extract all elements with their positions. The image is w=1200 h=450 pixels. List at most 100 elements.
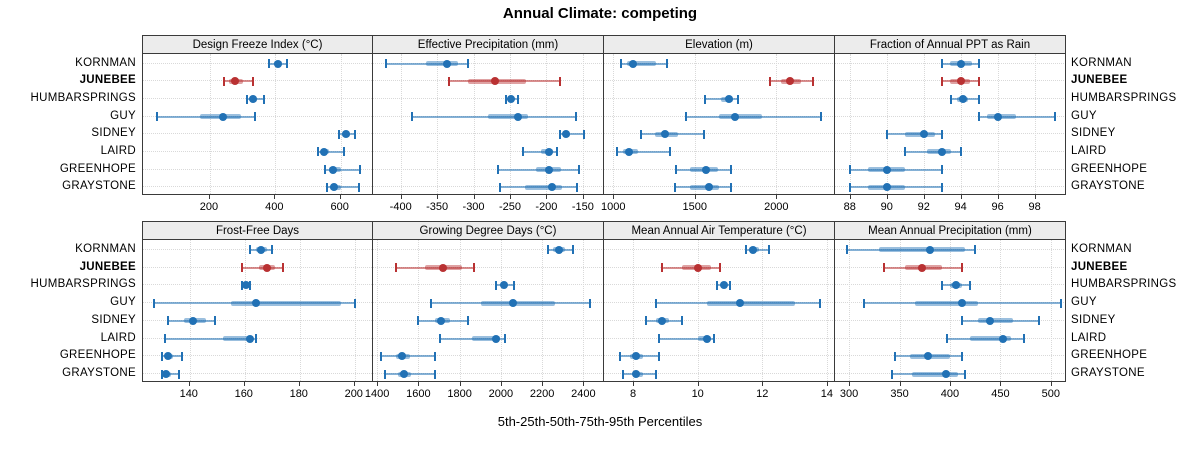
whisker-cap-high <box>819 112 822 122</box>
whisker-range <box>560 133 585 136</box>
median-dot <box>545 165 554 174</box>
whisker-cap-high <box>583 129 586 139</box>
grid-h <box>143 80 372 82</box>
whisker-cap-high <box>271 245 274 255</box>
whisker-range <box>242 266 284 269</box>
median-dot <box>625 147 634 156</box>
tick-label: -350 <box>426 201 449 213</box>
tick-label: 10 <box>691 388 704 400</box>
station-label-left: JUNEBEE <box>79 260 136 273</box>
whisker-cap-high <box>812 76 815 86</box>
panel-2 <box>604 53 835 195</box>
whisker-cap-high <box>969 280 972 290</box>
grid-h <box>604 62 834 64</box>
grid-v <box>583 240 585 381</box>
whisker-range <box>617 150 671 153</box>
grid-v <box>299 240 301 381</box>
whisker-cap-high <box>959 147 962 157</box>
axis-tick <box>899 382 901 386</box>
iqr-band <box>911 371 959 377</box>
station-label-right: GRAYSTONE <box>1071 180 1145 193</box>
grid-v <box>849 54 851 194</box>
tick-label: 200 <box>199 201 219 213</box>
station-label-right: JUNEBEE <box>1071 74 1128 87</box>
whisker-cap-high <box>588 298 591 308</box>
iqr-band <box>879 247 966 253</box>
grid-h <box>835 133 1065 135</box>
whisker-cap-high <box>974 245 977 255</box>
grid-h <box>143 133 372 135</box>
whisker-cap-low <box>716 280 719 290</box>
strip-title: Growing Degree Days (°C) <box>419 224 557 237</box>
tick-label: 92 <box>917 201 930 213</box>
tick-label: 2000 <box>764 201 789 213</box>
whisker-cap-high <box>433 369 436 379</box>
whisker-cap-high <box>342 147 345 157</box>
grid-v <box>762 240 764 381</box>
whisker-cap-high <box>1053 112 1056 122</box>
whisker-cap-high <box>1037 316 1040 326</box>
station-label-left: GRAYSTONE <box>62 367 136 380</box>
chart-title: Annual Climate: competing <box>502 5 698 22</box>
whisker-cap-low <box>891 369 894 379</box>
grid-v <box>1034 54 1036 194</box>
whisker-cap-high <box>964 369 967 379</box>
whisker-cap-low <box>504 94 507 104</box>
tick-label: -300 <box>462 201 485 213</box>
median-dot <box>437 316 446 325</box>
whisker-cap-high <box>282 263 285 273</box>
median-dot <box>632 352 641 361</box>
grid-v <box>437 54 439 194</box>
whisker-range <box>847 248 976 251</box>
station-label-right: SIDNEY <box>1071 127 1116 140</box>
axis-tick <box>633 382 635 386</box>
whisker-cap-high <box>285 59 288 69</box>
whisker-cap-low <box>494 280 497 290</box>
median-dot <box>329 165 338 174</box>
whisker-cap-high <box>358 165 361 175</box>
whisker-range <box>440 337 505 340</box>
axis-tick <box>762 382 764 386</box>
whisker-cap-high <box>517 94 519 104</box>
grid-h <box>143 337 372 339</box>
grid-v <box>949 240 951 381</box>
median-dot <box>491 334 500 343</box>
axis-tick <box>339 195 341 199</box>
median-dot <box>562 130 571 139</box>
panel-3 <box>835 53 1066 195</box>
grid-h <box>143 62 372 64</box>
station-label-left: JUNEBEE <box>79 74 136 87</box>
grid-v <box>418 240 420 381</box>
whisker-cap-low <box>439 334 442 344</box>
median-dot <box>251 299 260 308</box>
median-dot <box>443 59 452 68</box>
grid-v <box>697 240 699 381</box>
grid-v <box>340 54 342 194</box>
axis-tick <box>298 382 300 386</box>
axis-tick <box>997 195 999 199</box>
grid-v <box>377 240 379 381</box>
whisker-cap-low <box>885 129 888 139</box>
median-dot <box>725 95 734 104</box>
whisker-cap-high <box>177 369 180 379</box>
whisker-cap-low <box>961 316 964 326</box>
median-dot <box>439 263 448 272</box>
x-axis-label: 5th-25th-50th-75th-95th Percentiles <box>497 414 703 429</box>
whisker-range <box>686 115 821 118</box>
median-dot <box>917 263 926 272</box>
tick-label: 2200 <box>529 388 555 400</box>
whisker-cap-high <box>574 112 577 122</box>
panel-strip: Mean Annual Precipitation (mm) <box>835 221 1066 240</box>
whisker-range <box>886 133 943 136</box>
whisker-cap-low <box>447 76 450 86</box>
median-dot <box>956 59 965 68</box>
axis-tick <box>353 382 355 386</box>
whisker-range <box>849 186 943 189</box>
iqr-band <box>689 184 720 190</box>
axis-tick <box>849 195 851 199</box>
whisker-cap-low <box>417 316 420 326</box>
axis-tick <box>459 382 461 386</box>
median-dot <box>719 281 728 290</box>
panel-strip: Design Freeze Index (°C) <box>142 35 373 54</box>
whisker-cap-low <box>497 165 500 175</box>
